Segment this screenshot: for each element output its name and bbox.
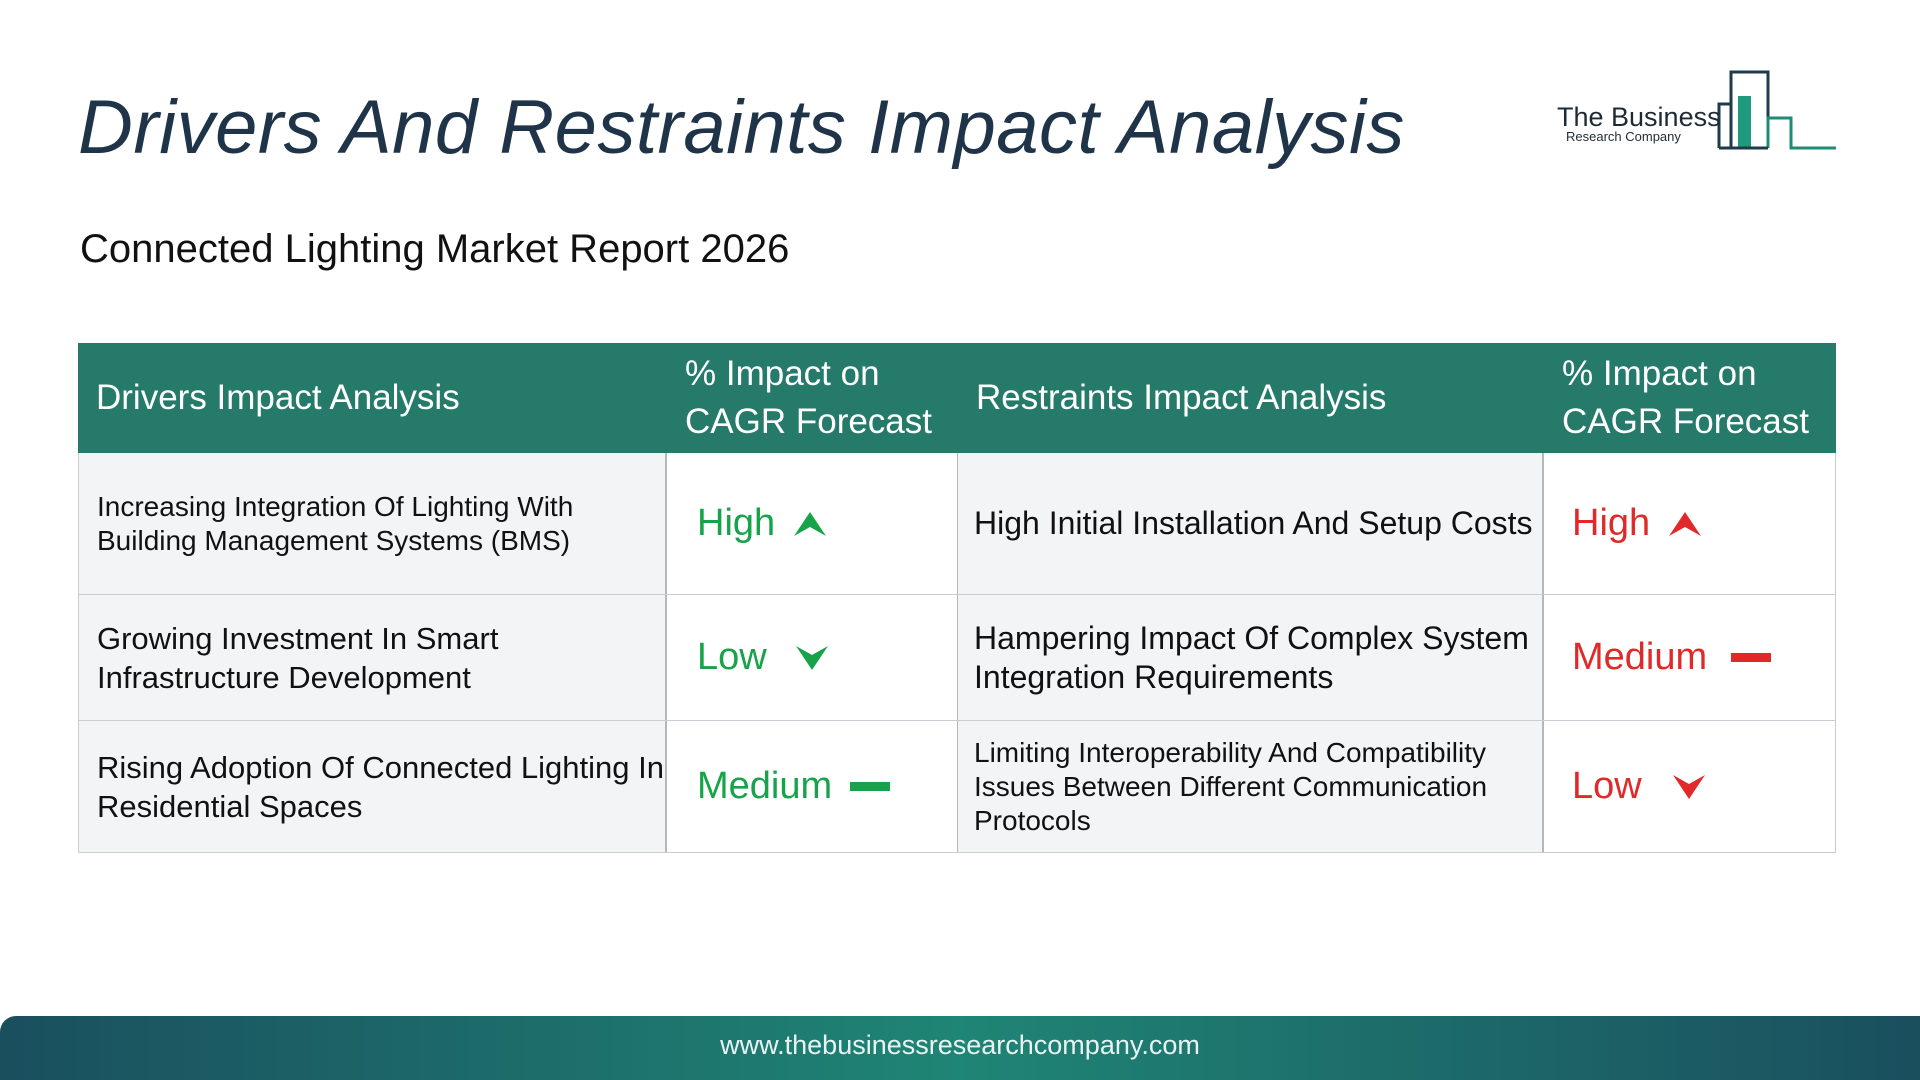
driver-cell: Growing Investment In Smart Infrastructu… [78, 595, 667, 720]
arrow-up-icon [1669, 511, 1702, 536]
restraint-cell: High Initial Installation And Setup Cost… [958, 453, 1544, 594]
impact-label: High [1572, 502, 1651, 544]
impact-indicator: High [1572, 502, 1702, 545]
driver-impact-cell: Medium [667, 721, 958, 852]
page-title: Drivers And Restraints Impact Analysis [78, 85, 1405, 170]
impact-label: Low [1572, 765, 1642, 807]
impact-indicator: Medium [697, 765, 891, 808]
footer-website-link[interactable]: www.thebusinessresearchcompany.com [720, 1030, 1200, 1060]
impact-table: Drivers Impact Analysis % Impact on CAGR… [78, 343, 1836, 853]
driver-cell: Rising Adoption Of Connected Lighting In… [78, 721, 667, 852]
logo-text-primary: The Business [1557, 102, 1721, 132]
impact-indicator: Medium [1572, 636, 1772, 679]
restraint-cell: Hampering Impact Of Complex System Integ… [958, 595, 1544, 720]
impact-label: Low [697, 636, 767, 678]
restraint-impact-cell: Medium [1544, 595, 1836, 720]
impact-label: Medium [697, 765, 833, 807]
table-row: Growing Investment In Smart Infrastructu… [78, 595, 1836, 721]
header-drivers: Drivers Impact Analysis [96, 378, 460, 417]
header-restraints-impact: % Impact on CAGR Forecast [1562, 354, 1809, 441]
driver-cell: Increasing Integration Of Lighting With … [78, 453, 667, 594]
impact-indicator: Low [697, 636, 829, 679]
report-subtitle: Connected Lighting Market Report 2026 [80, 227, 790, 271]
restraint-impact-cell: High [1544, 453, 1836, 594]
arrow-up-icon [794, 511, 827, 536]
impact-indicator: Low [1572, 765, 1706, 808]
logo-text-secondary: Research Company [1566, 129, 1681, 144]
restraint-impact-cell: Low [1544, 721, 1836, 852]
table-row: Rising Adoption Of Connected Lighting In… [78, 721, 1836, 853]
header-restraints: Restraints Impact Analysis [976, 378, 1387, 417]
footer-bar: www.thebusinessresearchcompany.com [0, 1016, 1920, 1080]
arrow-down-icon [1672, 774, 1705, 799]
building-bars-logo-icon [1717, 70, 1836, 150]
table-row: Increasing Integration Of Lighting With … [78, 453, 1836, 595]
arrow-down-icon [795, 645, 828, 670]
impact-indicator: High [697, 502, 827, 545]
impact-label: High [697, 502, 776, 544]
dash-icon [850, 781, 891, 791]
table-header: Drivers Impact Analysis % Impact on CAGR… [78, 343, 1836, 453]
driver-impact-cell: Low [667, 595, 958, 720]
driver-impact-cell: High [667, 453, 958, 594]
restraint-cell: Limiting Interoperability And Compatibil… [958, 721, 1544, 852]
header-drivers-impact: % Impact on CAGR Forecast [685, 354, 932, 441]
impact-label: Medium [1572, 636, 1708, 678]
dash-icon [1731, 652, 1772, 662]
